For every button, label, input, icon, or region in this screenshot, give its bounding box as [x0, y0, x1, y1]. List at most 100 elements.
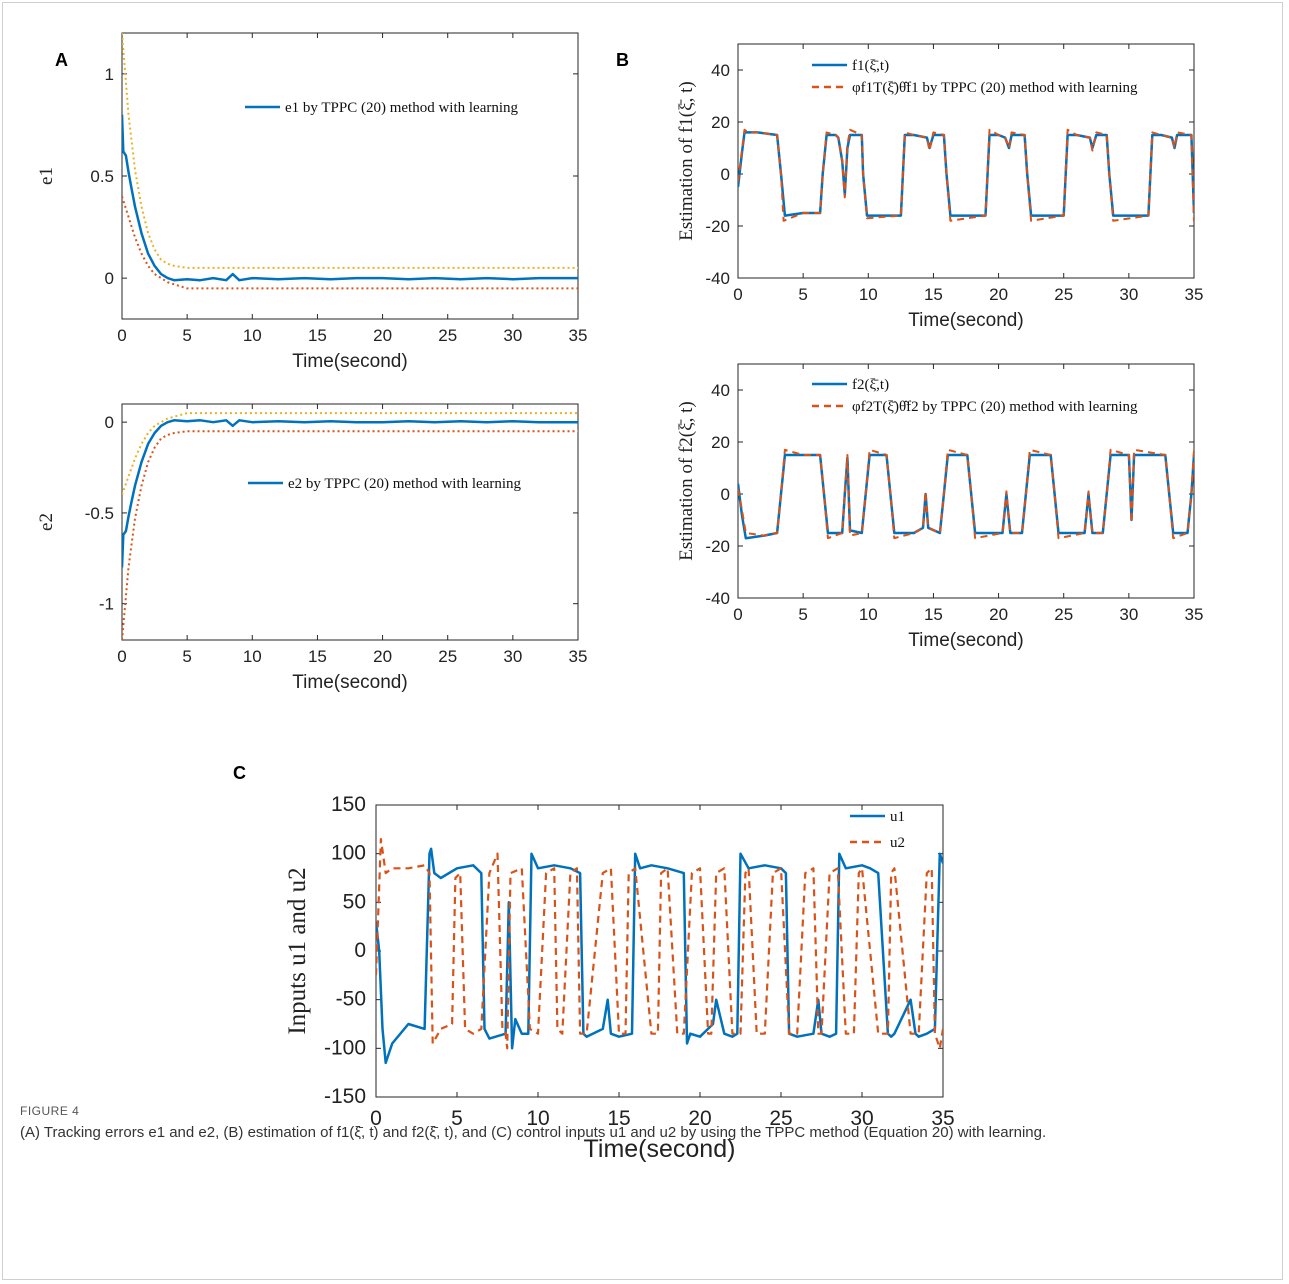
x-tick-label: 35	[1185, 285, 1204, 304]
y-tick-label: 40	[711, 61, 730, 80]
series-line-1	[376, 847, 943, 1065]
y-tick-label: -0.5	[85, 504, 114, 523]
legend-entry: f2(ξ̄,t)	[852, 377, 889, 393]
legend: f2(ξ̄,t) φf2T(ξ̄)θ̂f2 by TPPC (20) method…	[812, 377, 1138, 415]
x-tick-label: 30	[503, 647, 522, 666]
panel-label-a: A	[55, 50, 68, 70]
y-tick-label: -100	[324, 1036, 366, 1059]
legend-entry: φf2T(ξ̄)θ̂f2 by TPPC (20) method with le…	[852, 399, 1138, 415]
y-axis-label: e1	[36, 167, 57, 185]
x-tick-label: 35	[569, 647, 588, 666]
y-axis-label: e2	[36, 513, 57, 531]
x-axis-label: Time(second)	[908, 310, 1023, 331]
x-tick-label: 0	[733, 605, 742, 624]
plot-area	[375, 804, 944, 1098]
x-tick-label: 10	[859, 605, 878, 624]
plot-area	[121, 403, 579, 641]
chart-a1: 0 5 10 15 20 25 30 35 0 0.5 1 Time(second) e1 e1 by T…	[36, 32, 588, 372]
x-tick-label: 15	[607, 1107, 630, 1130]
x-tick-label: 0	[370, 1107, 382, 1130]
chart-c: 0 5 10 15 20 25 30 35 -150 -100 -50 0 50 100 150 Time(s…	[284, 793, 955, 1163]
x-tick-label: 35	[1185, 605, 1204, 624]
y-tick-label: 0	[354, 939, 366, 962]
x-axis-label: Time(second)	[908, 630, 1023, 651]
x-tick-label: 15	[924, 605, 943, 624]
y-tick-label: 20	[711, 433, 730, 452]
series-line-2	[376, 837, 943, 1050]
series-line-1	[122, 419, 578, 568]
legend-entry: f1(ξ̄,t)	[852, 58, 889, 74]
legend-entry: u1	[890, 809, 905, 825]
plot-area	[121, 32, 579, 320]
y-tick-label: -50	[336, 988, 366, 1011]
x-tick-label: 0	[117, 647, 126, 666]
y-tick-label: 0	[105, 269, 114, 288]
chart-a2: 0 5 10 15 20 25 30 35 -1 -0.5 0 Time(second) e2 e2 by…	[36, 403, 588, 693]
plot-area	[737, 43, 1195, 279]
x-tick-label: 0	[733, 285, 742, 304]
y-tick-label: 0	[105, 413, 114, 432]
series-group	[122, 412, 578, 640]
x-tick-label: 15	[308, 326, 327, 345]
legend: f1(ξ̄,t) φf1T(ξ̄)θ̂f1 by TPPC (20) method…	[812, 58, 1138, 96]
x-tick-label: 30	[1119, 285, 1138, 304]
x-axis-label: Time(second)	[292, 672, 407, 693]
series-group	[738, 128, 1194, 222]
x-tick-label: 5	[182, 326, 191, 345]
legend-entry: u2	[890, 835, 905, 851]
caption-figure-number: FIGURE 4	[20, 1104, 80, 1118]
x-tick-label: 5	[798, 285, 807, 304]
series-line-2	[738, 448, 1194, 540]
x-tick-label: 20	[989, 605, 1008, 624]
x-tick-label: 10	[243, 647, 262, 666]
x-axis-label: Time(second)	[292, 351, 407, 372]
x-tick-label: 35	[569, 326, 588, 345]
legend-entry: e2 by TPPC (20) method with learning	[288, 476, 522, 492]
x-tick-label: 15	[308, 647, 327, 666]
y-axis-label: Estimation of f2(ξ̄, t)	[676, 401, 697, 560]
legend: e1 by TPPC (20) method with learning	[245, 100, 519, 116]
y-tick-label: -40	[705, 269, 730, 288]
y-tick-label: 150	[331, 793, 366, 816]
series-group	[738, 448, 1194, 540]
y-axis-label: Estimation of f1(ξ̄, t)	[676, 81, 697, 240]
x-tick-label: 5	[451, 1107, 463, 1130]
x-tick-label: 20	[989, 285, 1008, 304]
legend-entry: e1 by TPPC (20) method with learning	[285, 100, 519, 116]
plot-area	[737, 363, 1195, 599]
y-tick-label: 0	[721, 165, 730, 184]
y-tick-label: 50	[343, 890, 366, 913]
x-tick-label: 5	[182, 647, 191, 666]
series-group	[122, 33, 578, 290]
x-tick-label: 30	[1119, 605, 1138, 624]
y-tick-label: -20	[705, 217, 730, 236]
x-tick-label: 25	[769, 1107, 792, 1130]
x-tick-label: 20	[688, 1107, 711, 1130]
x-tick-label: 25	[438, 326, 457, 345]
y-tick-label: -20	[705, 537, 730, 556]
x-tick-label: 25	[438, 647, 457, 666]
y-tick-label: 0	[721, 485, 730, 504]
series-line-3	[122, 430, 578, 640]
y-tick-label: -150	[324, 1085, 366, 1108]
x-axis-label: Time(second)	[584, 1135, 736, 1163]
series-line-3	[122, 196, 578, 290]
x-tick-label: 30	[850, 1107, 873, 1130]
legend-entry: φf1T(ξ̄)θ̂f1 by TPPC (20) method with le…	[852, 80, 1138, 96]
y-tick-label: 20	[711, 113, 730, 132]
x-tick-label: 35	[931, 1107, 954, 1130]
chart-b1: 0 5 10 15 20 25 30 35 -40 -20 0 20 40 Time(second) Est…	[676, 43, 1204, 331]
x-tick-label: 25	[1054, 605, 1073, 624]
y-tick-label: 100	[331, 842, 366, 865]
series-line-2	[122, 33, 578, 269]
x-tick-label: 0	[117, 326, 126, 345]
x-tick-label: 10	[243, 326, 262, 345]
x-tick-label: 20	[373, 647, 392, 666]
y-tick-label: -40	[705, 589, 730, 608]
x-tick-label: 25	[1054, 285, 1073, 304]
x-tick-label: 10	[859, 285, 878, 304]
y-tick-label: -1	[99, 595, 114, 614]
chart-b2: 0 5 10 15 20 25 30 35 -40 -20 0 20 40 Time(second) Est…	[676, 363, 1204, 651]
